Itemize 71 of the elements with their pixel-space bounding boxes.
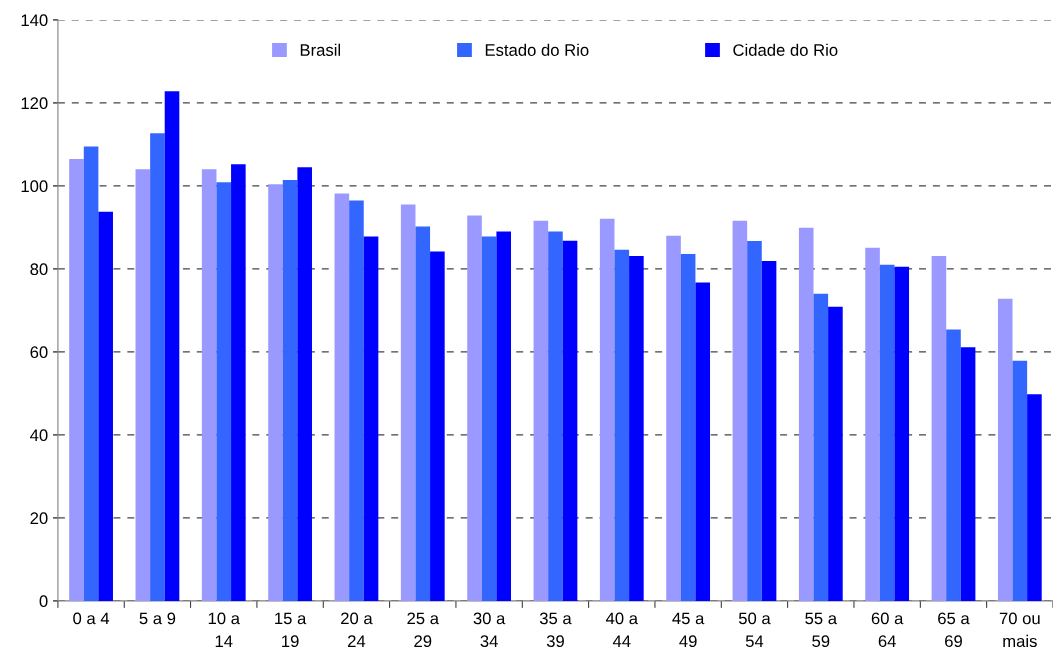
y-tick-label: 0 [39, 595, 48, 608]
bar [415, 226, 431, 601]
bar [629, 256, 644, 601]
bar [496, 231, 512, 601]
bar [400, 204, 416, 601]
bar [599, 218, 615, 601]
bar [430, 251, 445, 601]
bar [666, 235, 681, 601]
bar [828, 306, 843, 601]
y-tick-label: 20 [30, 512, 48, 525]
bar [135, 169, 151, 601]
y-tick-label: 100 [21, 180, 48, 193]
y-tick-label: 120 [21, 97, 48, 110]
bar [1027, 394, 1042, 601]
bar [363, 236, 379, 601]
y-tick-label: 60 [30, 346, 48, 359]
x-tick-label: 60 a 64 [871, 612, 904, 648]
bar [879, 264, 895, 601]
bar [69, 158, 84, 601]
y-tick-label: 140 [21, 14, 48, 27]
x-tick-label: 25 a 29 [407, 612, 439, 648]
legend-label: Brasil [300, 43, 341, 56]
bar [83, 146, 99, 601]
bar [680, 253, 696, 601]
bar [216, 182, 232, 601]
bar [946, 329, 961, 601]
bar [865, 247, 880, 601]
x-tick-label: 50 a 54 [738, 612, 771, 648]
bar [349, 200, 364, 601]
bar [747, 241, 762, 601]
bar [1012, 360, 1028, 601]
bar [614, 249, 630, 601]
bar [164, 91, 180, 601]
bar [997, 298, 1013, 601]
bar [894, 266, 910, 601]
bar [798, 227, 814, 601]
bar [533, 220, 549, 601]
x-tick-label: 20 a 24 [341, 612, 373, 647]
bar [761, 261, 777, 601]
bar [201, 169, 217, 601]
bar [231, 164, 246, 601]
bar [150, 133, 165, 601]
bar [813, 293, 829, 601]
y-tick-label: 80 [30, 263, 48, 276]
bar [297, 167, 312, 601]
bar [548, 231, 563, 601]
bar [695, 282, 711, 601]
x-tick-label: 55 a 59 [805, 612, 838, 648]
x-tick-label: 40 a 44 [605, 612, 639, 647]
legend-label: Estado do Rio [485, 43, 589, 56]
bar [732, 220, 748, 601]
x-tick-label: 30 a 34 [473, 612, 506, 648]
bar [481, 236, 497, 601]
bar [960, 347, 976, 601]
bar [282, 180, 298, 601]
x-tick-label: 45 a 49 [672, 612, 705, 648]
bar [562, 240, 578, 601]
bar [334, 193, 350, 601]
bar [268, 184, 283, 601]
x-tick-label: 35 a 39 [539, 612, 572, 648]
bar [467, 215, 482, 601]
bar [98, 211, 113, 601]
bar [931, 256, 947, 601]
x-tick-label: 10 a 14 [208, 612, 240, 647]
x-tick-label: 65 a 69 [938, 612, 970, 648]
x-tick-label: 70 ou mais [999, 612, 1040, 648]
y-tick-label: 40 [30, 429, 48, 442]
x-tick-label: 5 a 9 [139, 612, 176, 625]
legend-label: Cidade do Rio [733, 43, 838, 56]
x-tick-label: 0 a 4 [73, 612, 110, 625]
x-tick-label: 15 a 19 [275, 612, 307, 648]
